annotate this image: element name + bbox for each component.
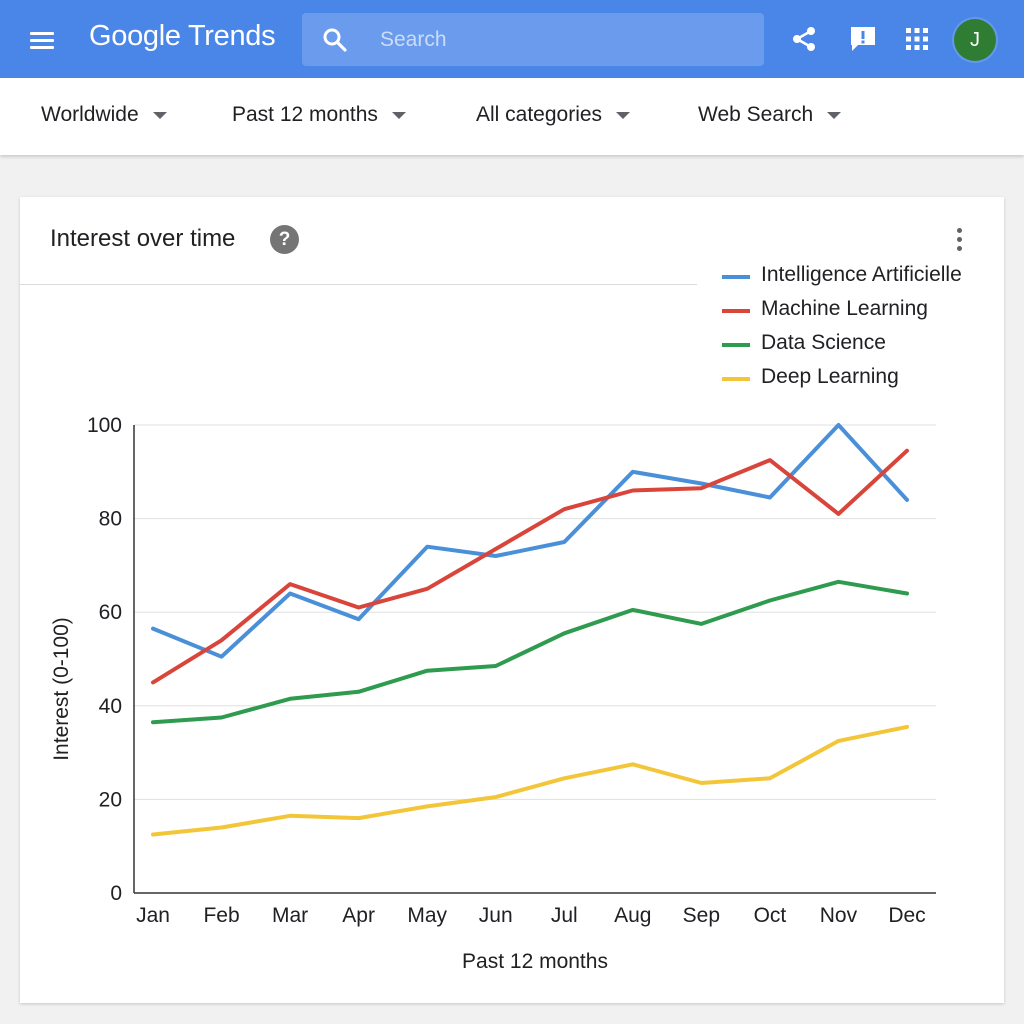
x-tick-label: Aug bbox=[614, 904, 651, 927]
legend-swatch bbox=[722, 377, 750, 381]
series-line-3 bbox=[151, 724, 909, 837]
search-icon bbox=[323, 28, 347, 52]
x-tick-label: Mar bbox=[272, 904, 308, 927]
x-tick-label: Sep bbox=[683, 904, 720, 927]
time-range-filter-label: Past 12 months bbox=[232, 103, 378, 126]
time-range-filter[interactable]: Past 12 months bbox=[232, 103, 406, 127]
search-type-filter-label: Web Search bbox=[698, 103, 814, 126]
legend-swatch bbox=[722, 343, 750, 347]
region-filter[interactable]: Worldwide bbox=[41, 103, 167, 127]
x-tick-label: Dec bbox=[888, 904, 925, 927]
series-line-1 bbox=[151, 448, 909, 685]
feedback-icon[interactable] bbox=[848, 24, 878, 54]
google-trends-logo[interactable]: Google Trends bbox=[89, 20, 276, 53]
x-tick-label: Feb bbox=[203, 904, 239, 927]
menu-icon[interactable] bbox=[24, 25, 60, 55]
logo-trends-text: Trends bbox=[187, 20, 276, 52]
x-axis-title: Past 12 months bbox=[462, 950, 608, 973]
y-axis-title: Interest (0-100) bbox=[50, 617, 73, 761]
legend-label: Intelligence Artificielle bbox=[761, 263, 962, 286]
card-title: Interest over time bbox=[50, 225, 236, 252]
x-tick-label: May bbox=[407, 904, 447, 927]
series-line-0 bbox=[151, 423, 909, 659]
search-input[interactable] bbox=[378, 23, 742, 57]
x-tick-label: Jul bbox=[551, 904, 578, 927]
app-bar: Google Trends J bbox=[0, 0, 1024, 78]
dropdown-arrow-icon bbox=[152, 111, 167, 119]
x-tick-label: Oct bbox=[754, 904, 787, 927]
dropdown-arrow-icon bbox=[616, 111, 631, 119]
legend-swatch bbox=[722, 275, 750, 279]
x-tick-label: Nov bbox=[820, 904, 858, 927]
x-tick-label: Apr bbox=[342, 904, 375, 927]
y-tick-label: 60 bbox=[99, 601, 122, 624]
line-chart: 0 20 40 60 80 100 Jan Feb Mar Apr May Jun Jul Aug Sep O… bbox=[50, 414, 936, 973]
divider bbox=[20, 284, 697, 285]
logo-google-text: Google bbox=[89, 20, 181, 52]
search-box[interactable] bbox=[302, 13, 764, 66]
y-tick-label: 100 bbox=[87, 414, 122, 437]
interest-over-time-card: Interest over time ? Intelligence Artifi… bbox=[20, 197, 1004, 1003]
legend-label: Deep Learning bbox=[761, 365, 899, 388]
apps-grid-icon[interactable] bbox=[902, 24, 932, 54]
help-icon[interactable]: ? bbox=[270, 225, 299, 254]
y-tick-label: 40 bbox=[99, 695, 122, 718]
legend-label: Machine Learning bbox=[761, 297, 928, 320]
category-filter-label: All categories bbox=[476, 103, 603, 126]
legend-label: Data Science bbox=[761, 331, 886, 354]
y-tick-label: 0 bbox=[110, 882, 122, 905]
legend-swatch bbox=[722, 309, 750, 313]
avatar[interactable]: J bbox=[954, 19, 996, 61]
dropdown-arrow-icon bbox=[827, 111, 842, 119]
filter-bar: Worldwide Past 12 months All categories … bbox=[0, 78, 1024, 155]
dropdown-arrow-icon bbox=[391, 111, 406, 119]
category-filter[interactable]: All categories bbox=[476, 103, 631, 127]
series-line-2 bbox=[151, 579, 909, 725]
y-tick-label: 20 bbox=[99, 788, 122, 811]
more-options-icon[interactable] bbox=[950, 225, 968, 255]
region-filter-label: Worldwide bbox=[41, 103, 139, 126]
search-type-filter[interactable]: Web Search bbox=[698, 103, 842, 127]
x-tick-label: Jan bbox=[136, 904, 170, 927]
share-icon[interactable] bbox=[789, 24, 819, 54]
x-tick-label: Jun bbox=[479, 904, 513, 927]
y-tick-label: 80 bbox=[99, 508, 122, 531]
